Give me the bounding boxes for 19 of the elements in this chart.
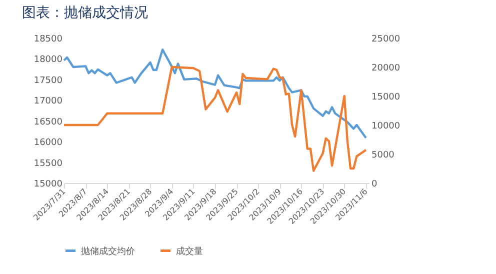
y2-tick-label: 25000	[372, 34, 400, 44]
y-tick-label: 16000	[34, 138, 63, 148]
y-tick-label: 16500	[34, 117, 63, 128]
y-tick-label: 18000	[34, 55, 63, 66]
y-tick-label: 15500	[34, 158, 63, 169]
line-series	[62, 48, 368, 139]
y2-tick-label: 20000	[372, 64, 400, 74]
y-tick-label: 17500	[34, 76, 63, 86]
y2-tick-label: 15000	[372, 92, 400, 102]
y2-tick-label: 10000	[372, 122, 400, 132]
y2-tick-label: 0	[372, 180, 378, 190]
chart-title: 图表：抛储成交情况	[22, 5, 148, 21]
line-series	[62, 66, 368, 172]
y2-tick-label: 5000	[372, 150, 395, 160]
y-tick-label: 17000	[34, 96, 63, 107]
y-tick-label: 18500	[34, 34, 63, 44]
legend-label: 抛储成交均价	[81, 246, 135, 257]
y-tick-label: 15000	[34, 180, 63, 190]
legend-label: 成交量	[176, 246, 203, 257]
